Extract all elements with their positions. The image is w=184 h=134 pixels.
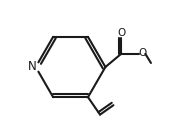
Text: O: O <box>117 28 126 38</box>
Text: O: O <box>138 48 146 58</box>
Text: N: N <box>28 60 37 74</box>
